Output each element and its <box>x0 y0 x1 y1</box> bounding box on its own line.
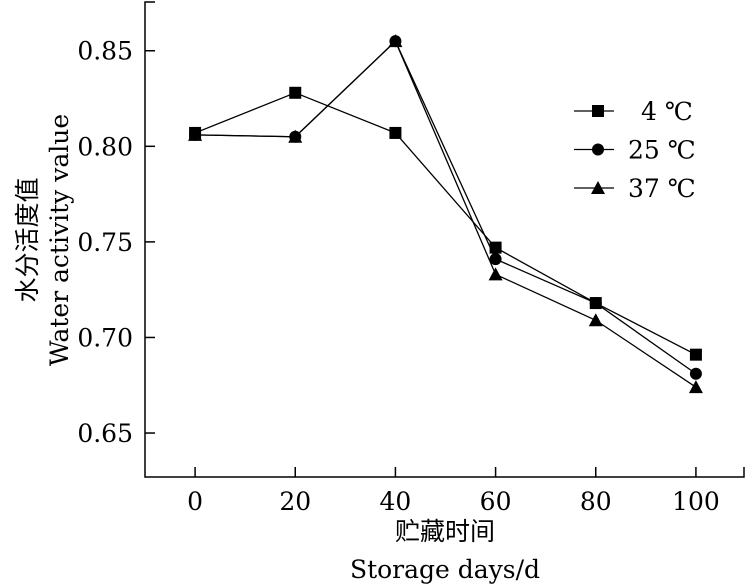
legend-item: 37 ℃ <box>574 174 696 203</box>
x-tick-label: 80 <box>580 487 612 516</box>
data-point-square <box>489 241 502 254</box>
data-point-circle <box>689 367 702 380</box>
series-line <box>195 40 697 375</box>
series-2 <box>188 34 703 394</box>
y-tick-label: 0.85 <box>77 37 133 66</box>
legend-label: 37 ℃ <box>628 174 696 203</box>
legend-label: 25 ℃ <box>628 136 696 165</box>
data-point-circle <box>589 297 602 310</box>
x-tick-label: 40 <box>380 487 412 516</box>
y-axis-label-cn: 水分活度值 <box>13 177 42 302</box>
legend-item: 4 ℃ <box>574 97 693 126</box>
x-tick-label: 100 <box>672 487 720 516</box>
data-point-square <box>289 86 302 99</box>
legend-marker-circle <box>592 143 604 156</box>
data-point-square <box>389 126 402 139</box>
axis-frame <box>144 1 745 478</box>
data-point-circle <box>489 253 502 266</box>
legend-label: 4 ℃ <box>641 97 693 126</box>
x-tick-label: 20 <box>279 487 311 516</box>
x-tick-label: 0 <box>187 487 203 516</box>
y-tick-label: 0.70 <box>77 323 133 352</box>
data-point-triangle <box>488 267 503 281</box>
y-tick-label: 0.65 <box>77 419 133 448</box>
y-tick-label: 0.80 <box>77 132 133 161</box>
data-point-triangle <box>388 34 403 48</box>
series-line <box>194 92 697 356</box>
data-point-triangle <box>588 313 603 327</box>
data-point-triangle <box>288 129 303 143</box>
series-0 <box>189 86 702 361</box>
data-point-triangle <box>188 127 203 141</box>
legend-marker-triangle <box>591 181 605 194</box>
series-group <box>188 34 703 394</box>
data-point-square <box>689 348 702 361</box>
legend: 4 ℃ 25 ℃ 37 ℃ <box>574 97 696 203</box>
legend-item: 25 ℃ <box>574 136 696 165</box>
axes: 0 20 40 60 80 100 0.65 0.70 0.75 0.80 0.85 <box>77 1 745 516</box>
x-axis-label-en: Storage days/d <box>350 555 540 584</box>
x-axis-label-cn: 贮藏时间 <box>395 517 495 546</box>
legend-marker-square <box>592 105 604 117</box>
series-line <box>195 40 697 388</box>
series-1 <box>189 35 702 380</box>
data-point-triangle <box>688 380 703 394</box>
y-axis-label-en: Water activity value <box>45 114 74 366</box>
y-tick-label: 0.75 <box>77 228 133 257</box>
x-tick-label: 60 <box>480 487 512 516</box>
